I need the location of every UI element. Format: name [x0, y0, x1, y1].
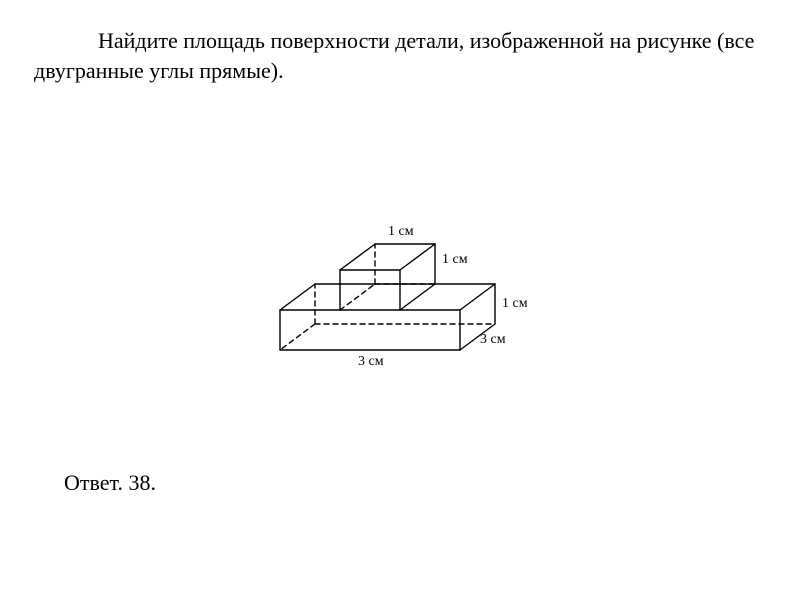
problem-text: Найдите площадь поверхности детали, изоб…: [34, 26, 766, 85]
label-base-height: 1 см: [502, 296, 528, 312]
label-base-depth: 3 см: [480, 332, 506, 348]
problem-statement: Найдите площадь поверхности детали, изоб…: [34, 26, 766, 85]
solid-figure: 1 см 1 см 1 см 3 см 3 см: [240, 140, 560, 420]
label-top-width: 1 см: [388, 224, 414, 240]
answer-label: Ответ.: [64, 470, 123, 495]
figure-svg: [240, 140, 560, 420]
answer-value: 38.: [129, 470, 157, 495]
label-base-width: 3 см: [358, 354, 384, 370]
label-top-height: 1 см: [442, 252, 468, 268]
answer-line: Ответ. 38.: [64, 470, 156, 496]
